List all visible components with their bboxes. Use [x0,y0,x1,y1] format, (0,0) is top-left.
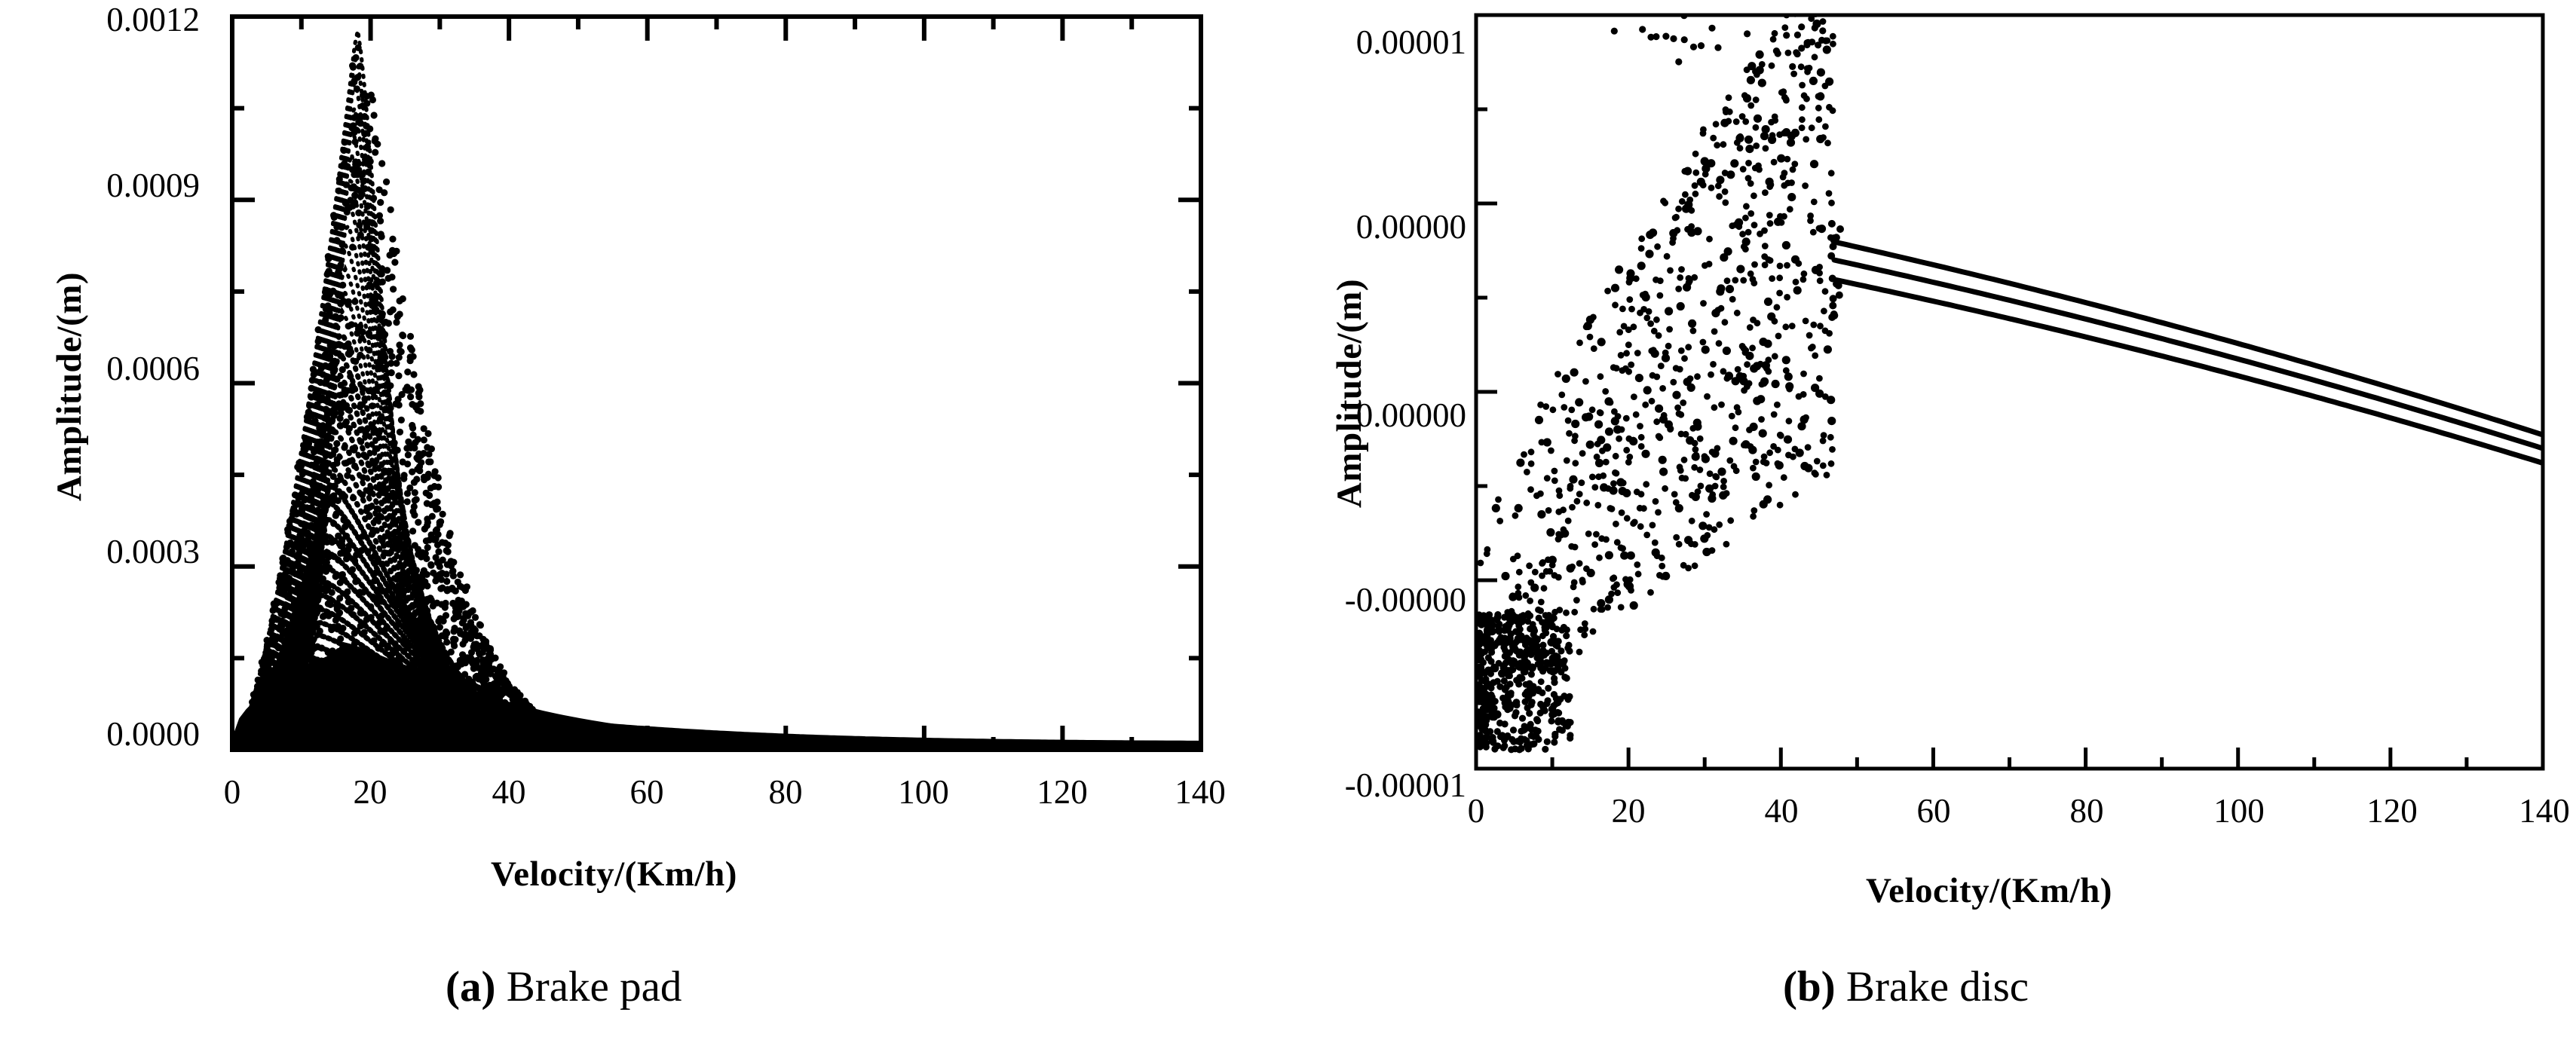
panel-b-xtick-4: 80 [2069,792,2104,830]
panel-a-ytick-2: 0.0006 [106,350,200,387]
panel-b-xtick-2: 40 [1764,792,1799,830]
panel-b-ytick-1: 0.00000 [1355,208,1466,246]
panel-a-xtick-2: 40 [492,773,526,811]
panel-b-xtick-7: 140 [2519,792,2570,830]
panel-a-xtick-7: 140 [1175,773,1226,811]
panel-b-xtick-1: 20 [1611,792,1646,830]
panel-b-xaxis-title: Velocity/(Km/h) [1866,871,2112,910]
panel-b-ytick-4: -0.00001 [1344,766,1466,804]
panel-a-xtick-4: 80 [768,773,803,811]
panel-b-caption-tag: (b) [1783,963,1836,1011]
panel-a-caption-text: Brake pad [495,963,682,1011]
plot-b-canvas [1474,13,2545,771]
panel-a-caption: (a) Brake pad [446,962,682,1011]
panel-b-caption-text: Brake disc [1835,963,2029,1011]
panel-a-xaxis-title: Velocity/(Km/h) [491,855,737,894]
panel-a-ytick-0: 0.0012 [106,1,200,38]
panel-b-ytick-2: 0.00000 [1355,396,1466,434]
plot-a-canvas [230,14,1203,752]
panel-b-ytick-0: 0.00001 [1355,23,1466,61]
panel-a-caption-tag: (a) [446,963,496,1011]
panel-b-yaxis-title: Amplitude/(m) [1330,278,1369,509]
panel-b-ytick-3: -0.00000 [1344,581,1466,619]
panel-b-xtick-0: 0 [1467,792,1485,830]
panel-a-xtick-3: 60 [629,773,664,811]
panel-brake-pad: 0.0012 0.0009 0.0006 0.0003 0.0000 0 20 … [0,0,1282,1058]
panel-brake-disc: 0.00001 0.00000 0.00000 -0.00000 -0.0000… [1282,0,2576,1058]
panel-a-xtick-0: 0 [223,773,241,811]
panel-b-xtick-5: 100 [2213,792,2265,830]
panel-b-caption: (b) Brake disc [1783,962,2029,1011]
panel-a-ytick-1: 0.0009 [106,167,200,204]
panel-a-xtick-6: 120 [1037,773,1088,811]
panel-a-xtick-5: 100 [898,773,949,811]
panel-a-ytick-3: 0.0003 [106,533,200,570]
panel-a-yaxis-title: Amplitude/(m) [50,271,89,502]
panel-b-xtick-3: 60 [1916,792,1951,830]
panel-b-xtick-6: 120 [2366,792,2418,830]
panel-a-ytick-4: 0.0000 [106,715,200,753]
panel-a-xtick-1: 20 [353,773,387,811]
